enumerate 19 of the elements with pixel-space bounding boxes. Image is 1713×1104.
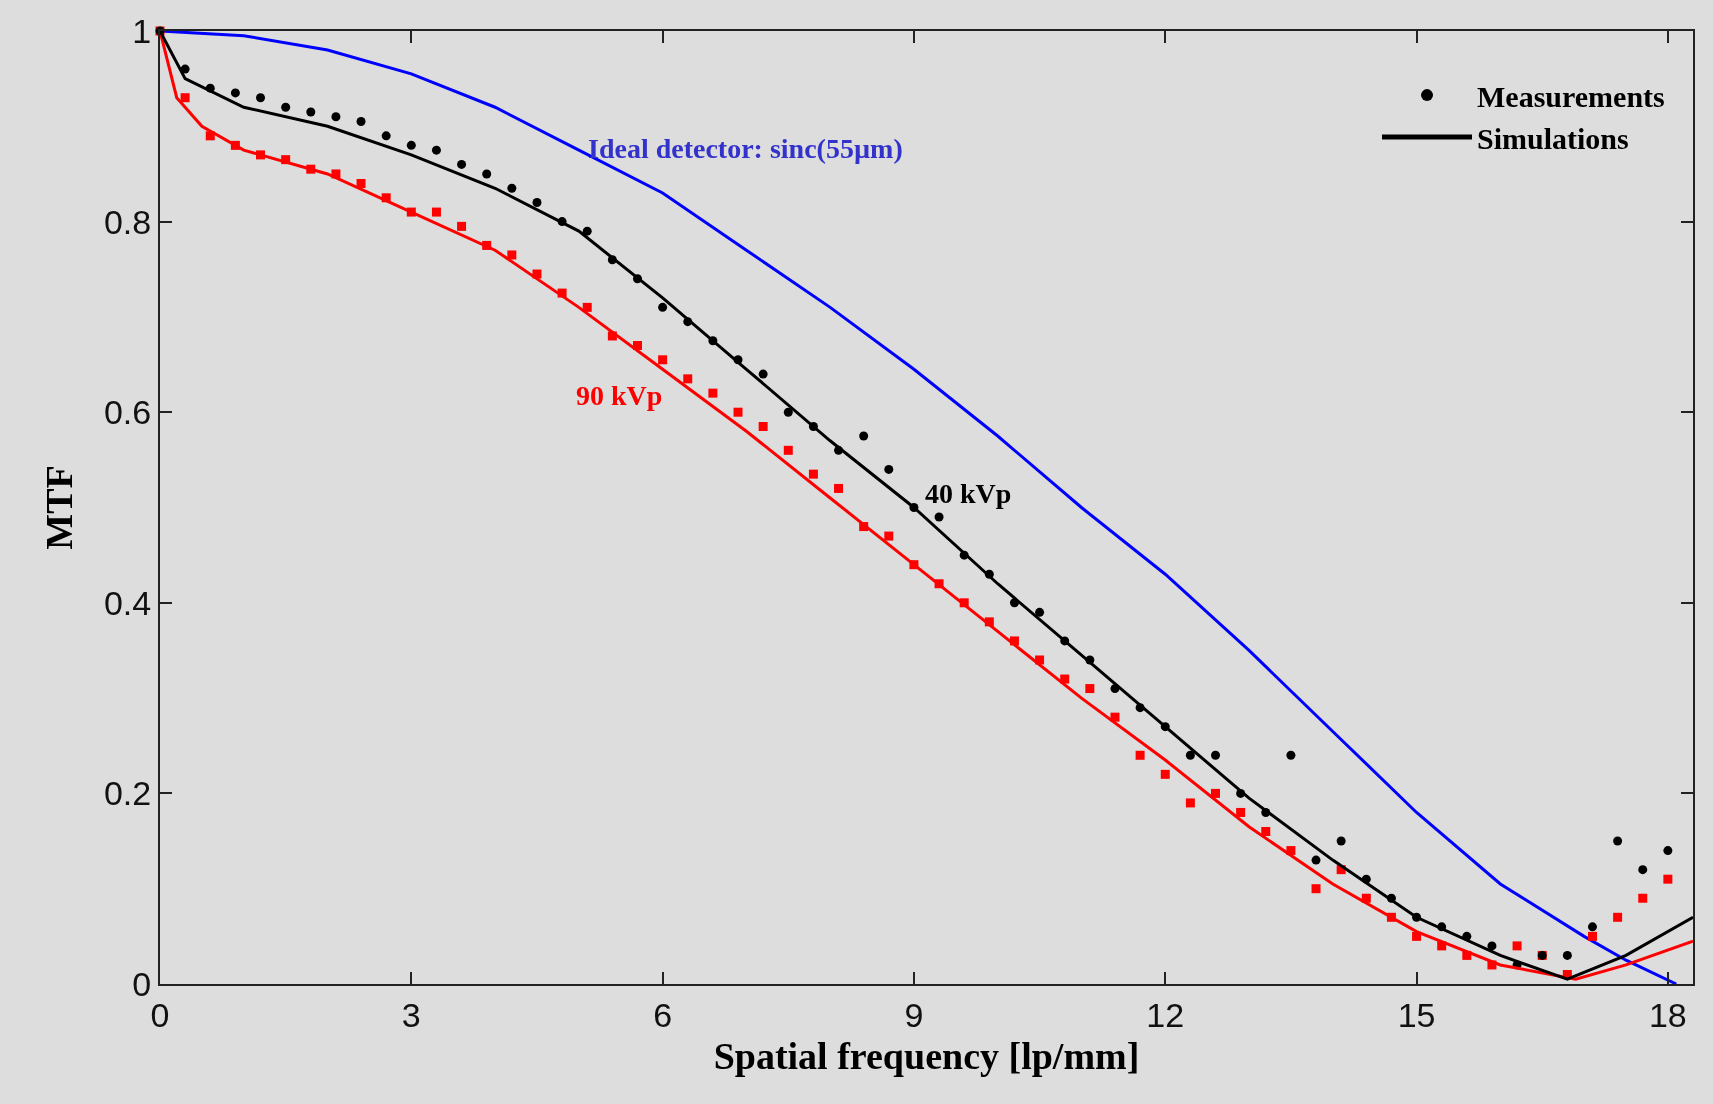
x-tick-label: 6 — [653, 995, 673, 1034]
annotation: Ideal detector: sinc(55µm) — [588, 133, 903, 164]
x-tick-label: 9 — [904, 995, 924, 1034]
y-tick-label: 0.6 — [103, 393, 152, 432]
annotation: 90 kVp — [576, 380, 663, 411]
y-axis-title: MTF — [37, 465, 80, 550]
x-tick-label: 18 — [1648, 995, 1687, 1034]
y-tick-label: 0.2 — [103, 774, 152, 813]
x-tick-label: 3 — [401, 995, 421, 1034]
legend-label: Simulations — [1477, 121, 1629, 155]
y-tick-label: 1 — [132, 11, 152, 50]
y-tick-label: 0.8 — [103, 202, 152, 241]
x-tick-label: 15 — [1397, 995, 1436, 1034]
y-tick-label: 0 — [132, 964, 152, 1003]
x-tick-label: 12 — [1146, 995, 1185, 1034]
x-axis-title: Spatial frequency [lp/mm] — [713, 1035, 1140, 1078]
y-tick-label: 0.4 — [103, 583, 152, 622]
annotation: 40 kVp — [925, 478, 1012, 509]
legend-label: Measurements — [1477, 79, 1665, 113]
